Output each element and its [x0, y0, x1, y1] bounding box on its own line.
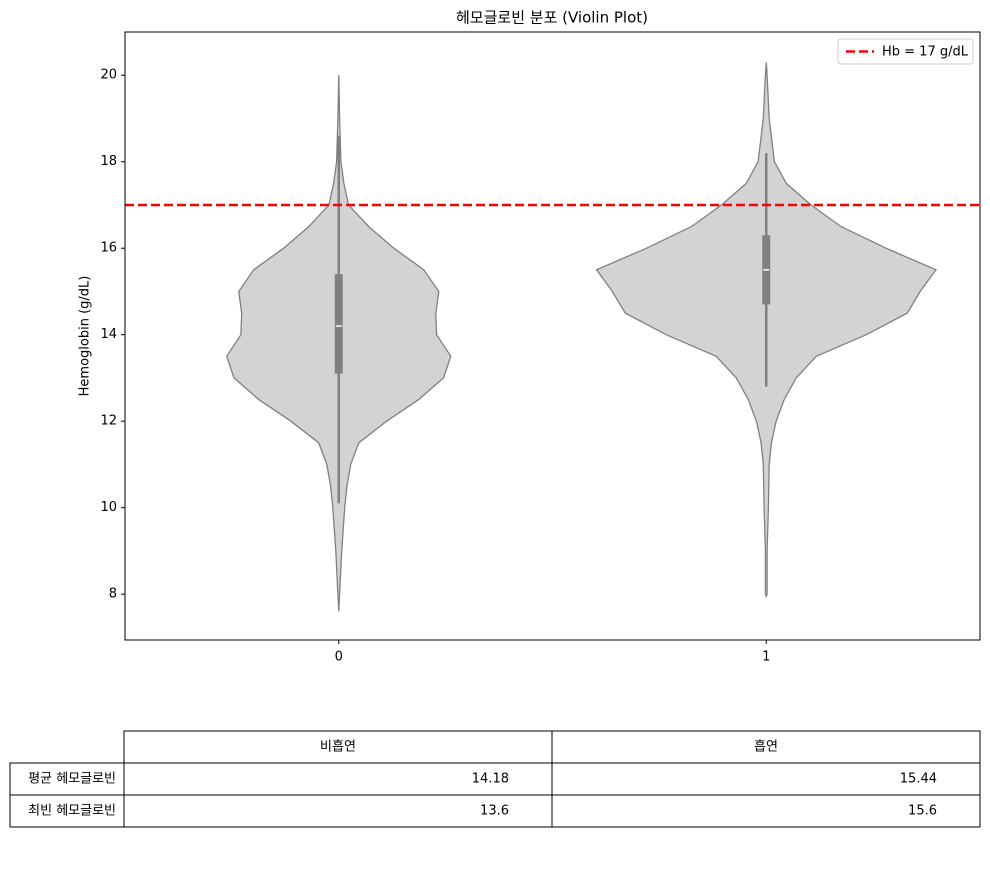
y-tick-label: 14	[100, 327, 117, 342]
table-header: 비흡연	[320, 740, 356, 755]
legend-frame	[837, 38, 974, 65]
x-tick-label: 1	[762, 650, 770, 665]
y-tick-label: 8	[109, 587, 117, 602]
table-cell	[123, 762, 553, 796]
table-value: 14.18	[472, 772, 509, 787]
plot-frame	[124, 31, 981, 641]
legend: Hb = 17 g/dL	[837, 38, 974, 65]
y-tick-label: 16	[100, 241, 117, 256]
y-tick-label: 12	[100, 414, 117, 429]
table-cell	[551, 794, 981, 828]
y-tick-label: 20	[100, 68, 117, 83]
y-tick-label: 10	[100, 500, 117, 515]
table-row-label-cell	[9, 762, 125, 796]
legend-label: Hb = 17 g/dL	[882, 45, 969, 60]
table-row-label: 최빈 헤모글로빈	[28, 804, 116, 819]
table-row-label: 평균 헤모글로빈	[28, 772, 116, 787]
chart-title: 헤모글로빈 분포 (Violin Plot)	[456, 9, 648, 27]
table-cell	[551, 762, 981, 796]
table-row-label-cell	[9, 794, 125, 828]
x-tick-label: 0	[335, 650, 343, 665]
y-axis-label: Hemoglobin (g/dL)	[78, 276, 93, 397]
table-header-cell	[551, 730, 981, 764]
table-value: 15.6	[908, 804, 937, 819]
table-value: 13.6	[480, 804, 509, 819]
table-header: 흡연	[754, 740, 778, 755]
table-value: 15.44	[900, 772, 937, 787]
y-tick-label: 18	[100, 154, 117, 169]
violin-box	[334, 274, 343, 374]
